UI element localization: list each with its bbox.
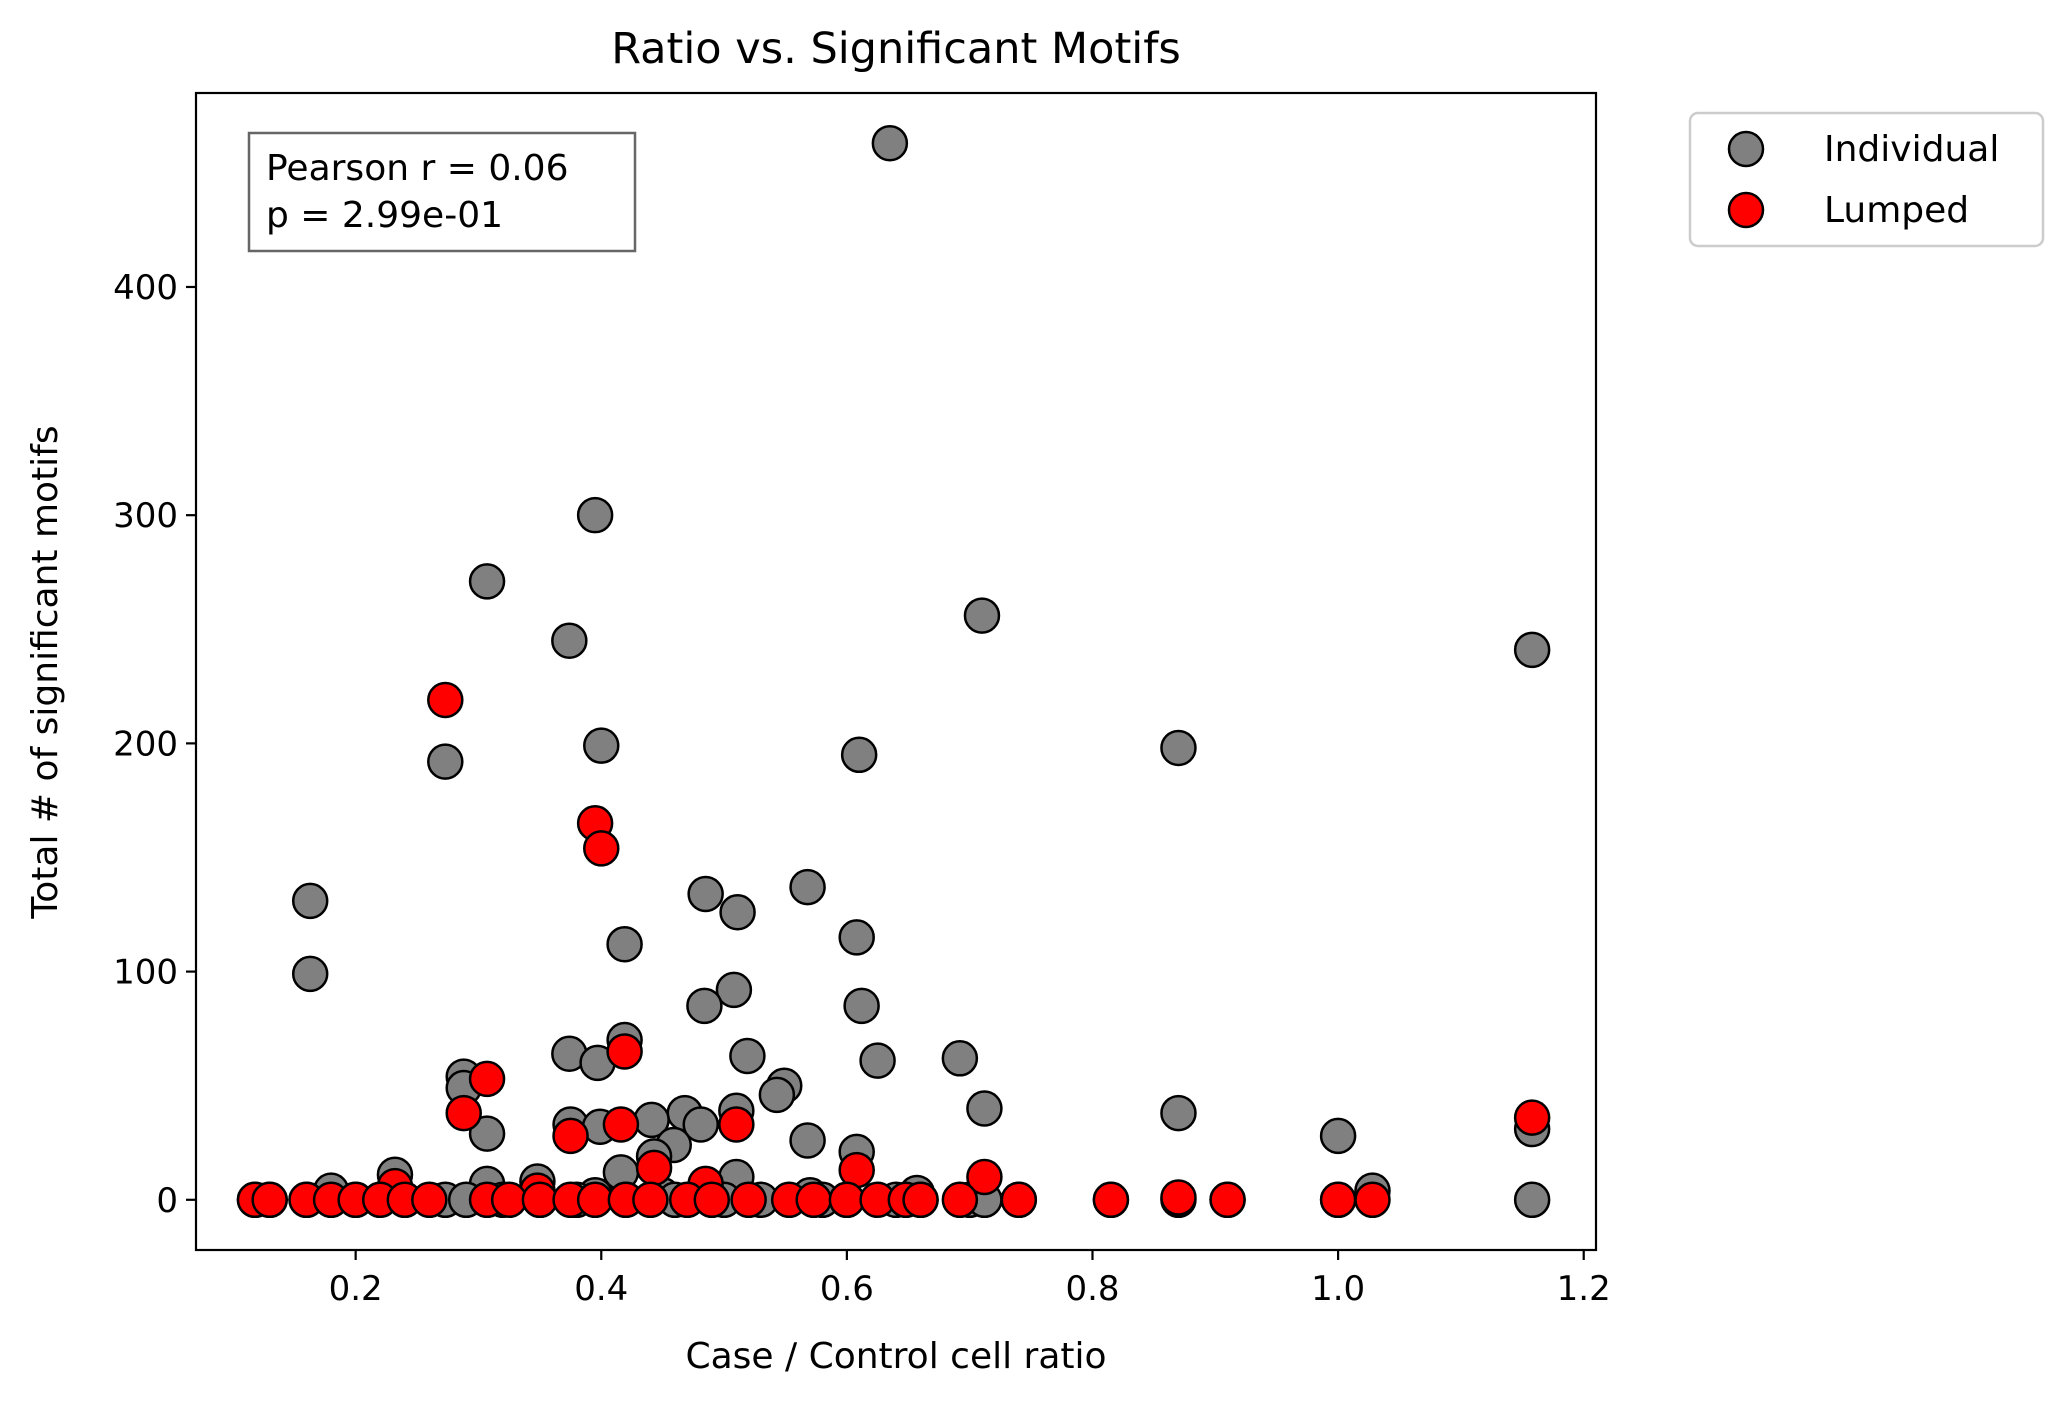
data-point-individual xyxy=(719,894,756,931)
data-point-lumped xyxy=(1354,1181,1391,1219)
stats-annotation-box xyxy=(247,131,637,253)
plot-area xyxy=(236,124,1551,1219)
data-point-lumped xyxy=(521,1181,559,1219)
data-point-lumped xyxy=(1000,1181,1038,1219)
data-point-individual xyxy=(1513,631,1551,669)
data-point-lumped xyxy=(635,1149,673,1187)
stats-p-value: p = 2.99e-01 xyxy=(266,195,503,236)
x-tick-label: 0.2 xyxy=(329,1269,383,1309)
x-tick-label: 1.2 xyxy=(1557,1269,1611,1309)
axes-frame xyxy=(194,91,1598,1252)
data-point-individual xyxy=(291,882,329,920)
y-axis-ticks: 0 100 200 300 400 xyxy=(113,268,196,1221)
y-tick-label: 400 xyxy=(113,268,178,308)
data-point-lumped xyxy=(1160,1179,1197,1216)
data-point-lumped xyxy=(606,1033,643,1070)
data-point-lumped xyxy=(1513,1099,1551,1136)
x-tick-label: 0.4 xyxy=(574,1269,628,1309)
data-point-lumped xyxy=(445,1094,482,1132)
data-point-lumped xyxy=(941,1181,979,1219)
data-point-lumped xyxy=(1209,1181,1246,1219)
data-point-lumped xyxy=(583,830,620,867)
series-lumped xyxy=(236,681,1551,1219)
data-point-individual xyxy=(291,955,329,993)
data-point-individual xyxy=(789,1122,826,1159)
data-point-individual xyxy=(427,743,464,780)
data-point-individual xyxy=(859,1042,896,1079)
legend-box xyxy=(1688,111,2045,248)
stats-annotation: Pearson r = 0.06 p = 2.99e-01 xyxy=(247,131,637,253)
data-point-lumped xyxy=(490,1181,528,1219)
data-point-lumped xyxy=(468,1060,506,1098)
data-point-individual xyxy=(1319,1117,1357,1155)
data-point-individual xyxy=(1160,1094,1197,1132)
data-point-individual xyxy=(686,987,723,1025)
data-point-lumped xyxy=(427,681,464,719)
data-point-individual xyxy=(871,124,909,162)
y-tick-label: 100 xyxy=(113,953,178,993)
y-tick-label: 200 xyxy=(113,724,178,764)
data-point-individual xyxy=(551,622,588,659)
x-tick-label: 0.6 xyxy=(820,1269,874,1309)
x-axis-label: Case / Control cell ratio xyxy=(685,1336,1106,1377)
data-point-individual xyxy=(1160,729,1197,767)
y-tick-label: 0 xyxy=(156,1181,178,1221)
y-tick-label: 300 xyxy=(113,496,178,536)
x-tick-label: 0.8 xyxy=(1065,1269,1119,1309)
data-point-lumped xyxy=(1319,1181,1357,1219)
stats-pearson-r: Pearson r = 0.06 xyxy=(266,148,568,189)
data-point-lumped xyxy=(730,1181,767,1219)
data-point-individual xyxy=(715,971,753,1009)
data-point-lumped xyxy=(902,1181,939,1219)
data-point-individual xyxy=(682,1106,719,1143)
legend-label-lumped: Lumped xyxy=(1824,190,1969,231)
data-point-individual xyxy=(468,1115,506,1152)
data-point-individual xyxy=(687,875,724,913)
x-axis-ticks: 0.2 0.4 0.6 0.8 1.0 1.2 xyxy=(329,1250,1611,1309)
data-point-individual xyxy=(966,1090,1003,1127)
data-point-lumped xyxy=(966,1158,1003,1196)
chart-title: Ratio vs. Significant Motifs xyxy=(611,24,1181,74)
data-point-lumped xyxy=(1092,1181,1130,1219)
data-point-individual xyxy=(963,597,1001,634)
data-point-individual xyxy=(606,925,643,963)
data-point-individual xyxy=(468,563,506,600)
data-point-lumped xyxy=(602,1106,640,1143)
data-point-individual xyxy=(941,1040,979,1077)
data-point-individual xyxy=(729,1037,766,1075)
data-point-lumped xyxy=(828,1181,866,1219)
data-point-individual xyxy=(789,868,826,906)
data-point-lumped xyxy=(411,1181,448,1219)
data-point-lumped xyxy=(718,1106,755,1143)
data-point-lumped xyxy=(632,1181,669,1219)
data-point-lumped xyxy=(552,1117,589,1155)
y-axis-label: Total # of significant motifs xyxy=(25,425,66,919)
data-point-lumped xyxy=(795,1181,832,1219)
data-point-individual xyxy=(838,919,875,956)
legend-marker-individual xyxy=(1727,130,1765,168)
data-point-individual xyxy=(758,1076,796,1114)
data-point-individual xyxy=(843,987,880,1025)
data-point-individual xyxy=(583,727,620,764)
data-point-individual xyxy=(1513,1181,1551,1219)
x-tick-label: 1.0 xyxy=(1311,1269,1365,1309)
legend: Individual Lumped xyxy=(1688,111,2045,248)
data-point-lumped xyxy=(693,1181,731,1219)
data-point-lumped xyxy=(251,1181,288,1219)
data-point-individual xyxy=(576,496,614,534)
data-point-individual xyxy=(840,736,878,774)
legend-marker-lumped xyxy=(1727,191,1765,229)
data-point-lumped xyxy=(576,1181,614,1219)
legend-label-individual: Individual xyxy=(1824,129,1999,170)
